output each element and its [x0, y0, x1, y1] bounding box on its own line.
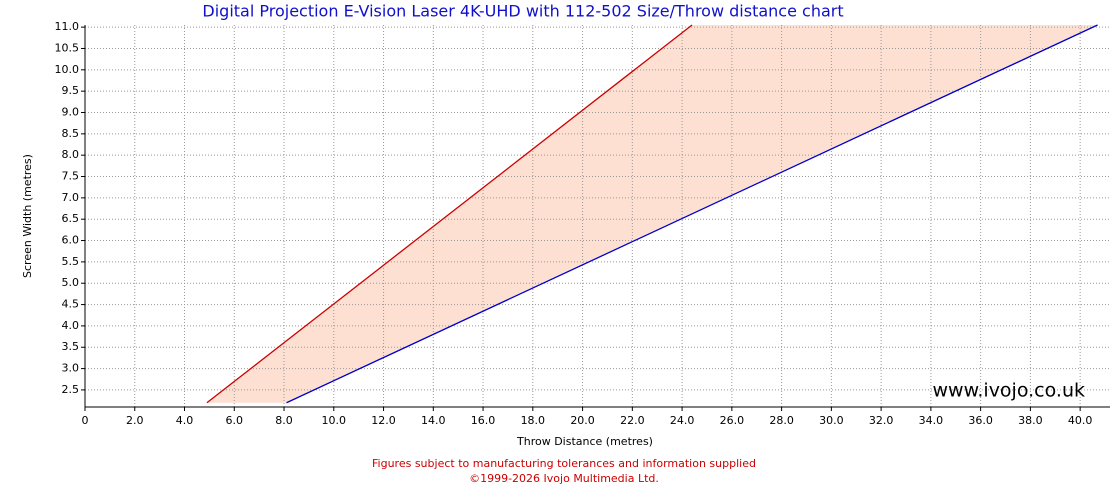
x-tick-label: 38.0: [1018, 414, 1043, 427]
x-tick-label: 24.0: [670, 414, 695, 427]
footer-copyright: ©1999-2026 Ivojo Multimedia Ltd.: [469, 472, 659, 485]
chart-title: Digital Projection E-Vision Laser 4K-UHD…: [202, 2, 843, 21]
x-tick-label: 16.0: [471, 414, 496, 427]
y-tick-label: 3.0: [62, 362, 80, 375]
x-tick-label: 28.0: [769, 414, 794, 427]
x-tick-label: 6.0: [226, 414, 244, 427]
x-tick-label: 40.0: [1068, 414, 1093, 427]
x-tick-label: 32.0: [869, 414, 894, 427]
x-tick-label: 22.0: [620, 414, 645, 427]
y-tick-label: 7.0: [62, 191, 80, 204]
y-tick-label: 9.0: [62, 105, 80, 118]
y-tick-label: 4.5: [62, 298, 80, 311]
x-tick-label: 10.0: [322, 414, 347, 427]
y-tick-label: 6.0: [62, 234, 80, 247]
y-axis-label: Screen Width (metres): [21, 154, 34, 278]
x-tick-label: 8.0: [275, 414, 293, 427]
x-tick-label: 34.0: [919, 414, 944, 427]
x-tick-label: 36.0: [968, 414, 993, 427]
x-tick-label: 20.0: [570, 414, 595, 427]
x-tick-label: 18.0: [521, 414, 546, 427]
y-tick-label: 2.5: [62, 383, 80, 396]
y-tick-label: 5.0: [62, 276, 80, 289]
y-tick-label: 8.5: [62, 127, 80, 140]
footer-note: Figures subject to manufacturing toleran…: [372, 457, 756, 470]
x-tick-label: 4.0: [176, 414, 194, 427]
y-tick-label: 4.0: [62, 319, 80, 332]
x-axis-label: Throw Distance (metres): [516, 435, 653, 448]
y-tick-label: 9.5: [62, 84, 80, 97]
y-tick-label: 5.5: [62, 255, 80, 268]
x-tick-label: 2.0: [126, 414, 144, 427]
y-tick-label: 11.0: [55, 20, 80, 33]
y-tick-label: 7.5: [62, 170, 80, 183]
x-tick-label: 12.0: [371, 414, 396, 427]
x-tick-label: 0: [82, 414, 89, 427]
y-tick-label: 8.0: [62, 148, 80, 161]
x-tick-label: 26.0: [720, 414, 745, 427]
throw-range-area: [206, 25, 1098, 403]
series-line: [286, 24, 1098, 404]
watermark: www.ivojo.co.uk: [933, 380, 1086, 402]
y-tick-label: 10.0: [55, 63, 80, 76]
y-tick-label: 10.5: [55, 41, 80, 54]
y-tick-label: 3.5: [62, 340, 80, 353]
series-line: [206, 24, 693, 404]
x-tick-label: 30.0: [819, 414, 844, 427]
x-tick-label: 14.0: [421, 414, 446, 427]
y-tick-label: 6.5: [62, 212, 80, 225]
